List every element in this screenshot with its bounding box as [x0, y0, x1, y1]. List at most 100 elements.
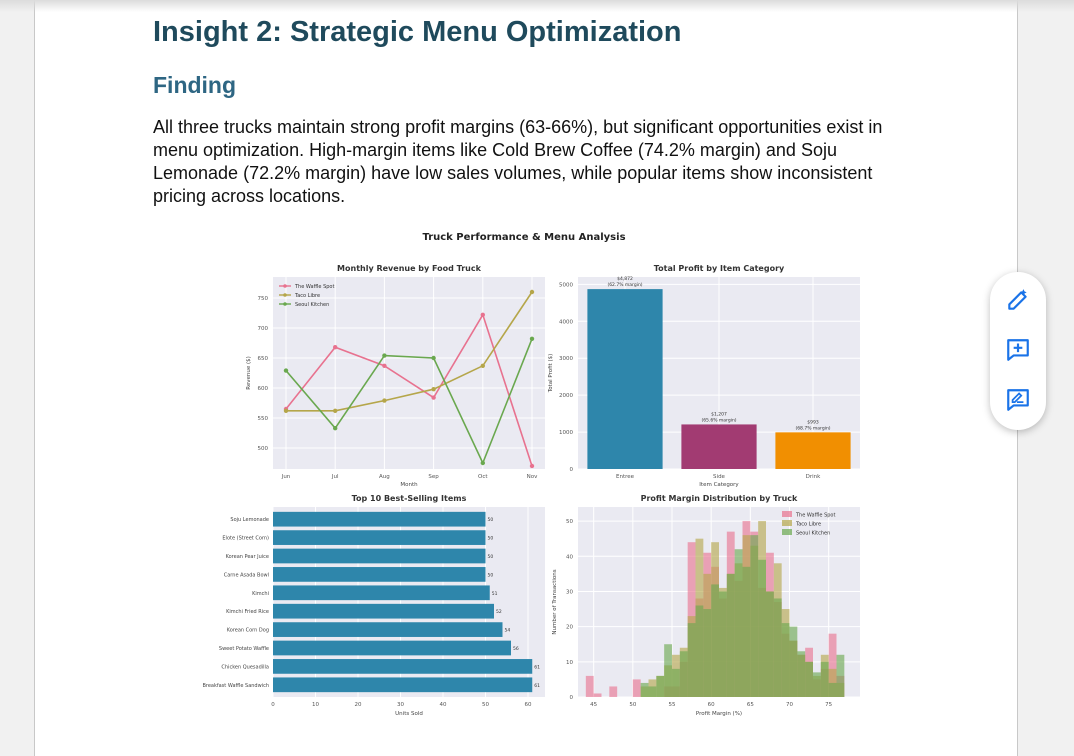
line-point: [333, 408, 338, 413]
hbar-chart-xtick: 10: [312, 702, 319, 708]
line-chart-xtick: Oct: [478, 474, 488, 480]
item-bar: [273, 659, 533, 674]
add-comment-button[interactable]: [1004, 336, 1032, 364]
figure-suptitle: Truck Performance & Menu Analysis: [422, 232, 625, 243]
line-chart-ytick: 700: [258, 326, 269, 332]
category-bar-drink: [775, 432, 851, 469]
line-chart-ytick: 650: [258, 356, 269, 362]
item-bar-value: 50: [488, 572, 494, 578]
bar-chart-ytick: 4000: [559, 319, 573, 325]
bar-value-label: (65.6% margin): [701, 417, 736, 423]
histogram-xtick: 55: [669, 702, 676, 708]
histogram-xtick: 60: [708, 702, 715, 708]
histogram-bin: [789, 626, 798, 697]
hbar-chart-xtick: 50: [482, 702, 489, 708]
item-bar-label: Kimchi Fried Rice: [226, 609, 269, 615]
histogram-title: Profit Margin Distribution by Truck: [641, 494, 798, 503]
histogram-bin: [703, 609, 712, 697]
side-toolbar: [990, 272, 1046, 430]
item-bar-label: Elote (Street Corn): [222, 536, 269, 542]
histogram-ytick: 20: [566, 625, 573, 631]
hbar-chart-xlabel: Units Sold: [395, 711, 423, 717]
line-chart-ytick: 550: [258, 416, 269, 422]
suggest-edit-button[interactable]: [1004, 386, 1032, 414]
item-bar-label: Kimchi: [252, 591, 269, 597]
histogram-xtick: 45: [590, 702, 597, 708]
item-bar-value: 56: [513, 646, 519, 652]
line-point: [480, 460, 485, 466]
insight-heading: Insight 2: Strategic Menu Optimization: [153, 16, 682, 48]
bar-chart-xtick: Side: [713, 474, 726, 480]
item-bar-label: Korean Corn Dog: [227, 628, 269, 634]
line-point: [431, 395, 436, 400]
histogram-xtick: 65: [747, 702, 754, 708]
item-bar: [273, 640, 511, 656]
histogram-bin: [640, 682, 649, 697]
histogram-xtick: 70: [786, 702, 793, 708]
suggest-edit-icon: [1007, 389, 1029, 411]
item-bar: [273, 585, 490, 601]
line-point: [333, 426, 338, 431]
histogram-ytick: 0: [570, 695, 574, 701]
histogram-bin: [836, 654, 845, 697]
bar-chart-ylabel: Total Profit ($): [548, 354, 554, 393]
bar-chart-xtick: Entree: [616, 474, 635, 480]
histogram-bin: [632, 679, 641, 697]
histogram-bin: [758, 559, 766, 697]
item-bar-value: 50: [488, 517, 494, 523]
line-chart-ytick: 500: [258, 446, 269, 452]
histogram-bin: [773, 598, 782, 697]
item-bar: [273, 511, 486, 527]
line-chart-panel: [273, 277, 545, 469]
item-bar: [273, 548, 486, 564]
line-chart-xtick: Nov: [527, 474, 538, 480]
bar-chart-ytick: 0: [570, 467, 574, 473]
line-legend-marker: [283, 284, 287, 288]
item-bar-label: Carne Asada Bowl: [224, 572, 269, 578]
item-bar-label: Soju Lemonade: [230, 517, 269, 523]
line-chart-ylabel: Revenue ($): [246, 356, 252, 390]
bar-chart-ytick: 2000: [559, 393, 573, 399]
analysis-figure: Truck Performance & Menu Analysis Monthly…: [178, 222, 870, 722]
edit-pen-button[interactable]: [1004, 286, 1032, 314]
line-point: [283, 408, 289, 413]
bar-value-label: (62.7% margin): [607, 282, 642, 288]
line-chart-ytick: 750: [258, 296, 269, 302]
bar-chart-xlabel: Item Category: [699, 482, 739, 488]
histogram-ytick: 30: [566, 589, 573, 595]
add-comment-icon: [1007, 339, 1029, 361]
histogram-bin: [828, 682, 837, 697]
histogram-bin: [750, 535, 759, 697]
line-series-2: [285, 338, 533, 466]
bar-chart-ytick: 3000: [559, 356, 573, 362]
histogram-legend-label: The Waffle Spot: [795, 513, 835, 519]
histogram-ylabel: Number of Transactions: [552, 569, 558, 634]
histogram-bin: [726, 573, 735, 697]
category-bar-side: [681, 424, 757, 469]
bar-chart-ytick: 5000: [559, 282, 573, 288]
figure-canvas: Truck Performance & Menu Analysis Monthly…: [202, 232, 860, 717]
line-series-1: [286, 291, 533, 412]
item-bar-value: 61: [534, 683, 540, 689]
line-chart-xtick: Jun: [281, 474, 291, 480]
histogram-bin: [609, 686, 618, 697]
item-bar: [273, 677, 533, 693]
line-point: [431, 355, 436, 361]
line-series-0: [285, 312, 533, 467]
line-point: [529, 289, 535, 295]
line-point: [333, 345, 338, 350]
histogram-bin: [687, 623, 696, 697]
bar-chart-title: Total Profit by Item Category: [654, 264, 785, 273]
hbar-chart-xtick: 60: [525, 702, 532, 708]
histogram-legend-label: Seoul Kitchen: [796, 531, 830, 537]
item-bar: [273, 567, 486, 582]
line-legend-label: The Waffle Spot: [294, 284, 334, 290]
bar-chart-ytick: 1000: [559, 430, 573, 436]
hbar-chart-xtick: 0: [271, 702, 275, 708]
bar-chart-xtick: Drink: [806, 474, 822, 480]
histogram-bin: [585, 675, 594, 697]
histogram-bin: [719, 591, 727, 697]
bar-value-label: $993: [807, 419, 819, 425]
item-bar-value: 52: [496, 609, 502, 615]
histogram-bin: [656, 675, 665, 697]
